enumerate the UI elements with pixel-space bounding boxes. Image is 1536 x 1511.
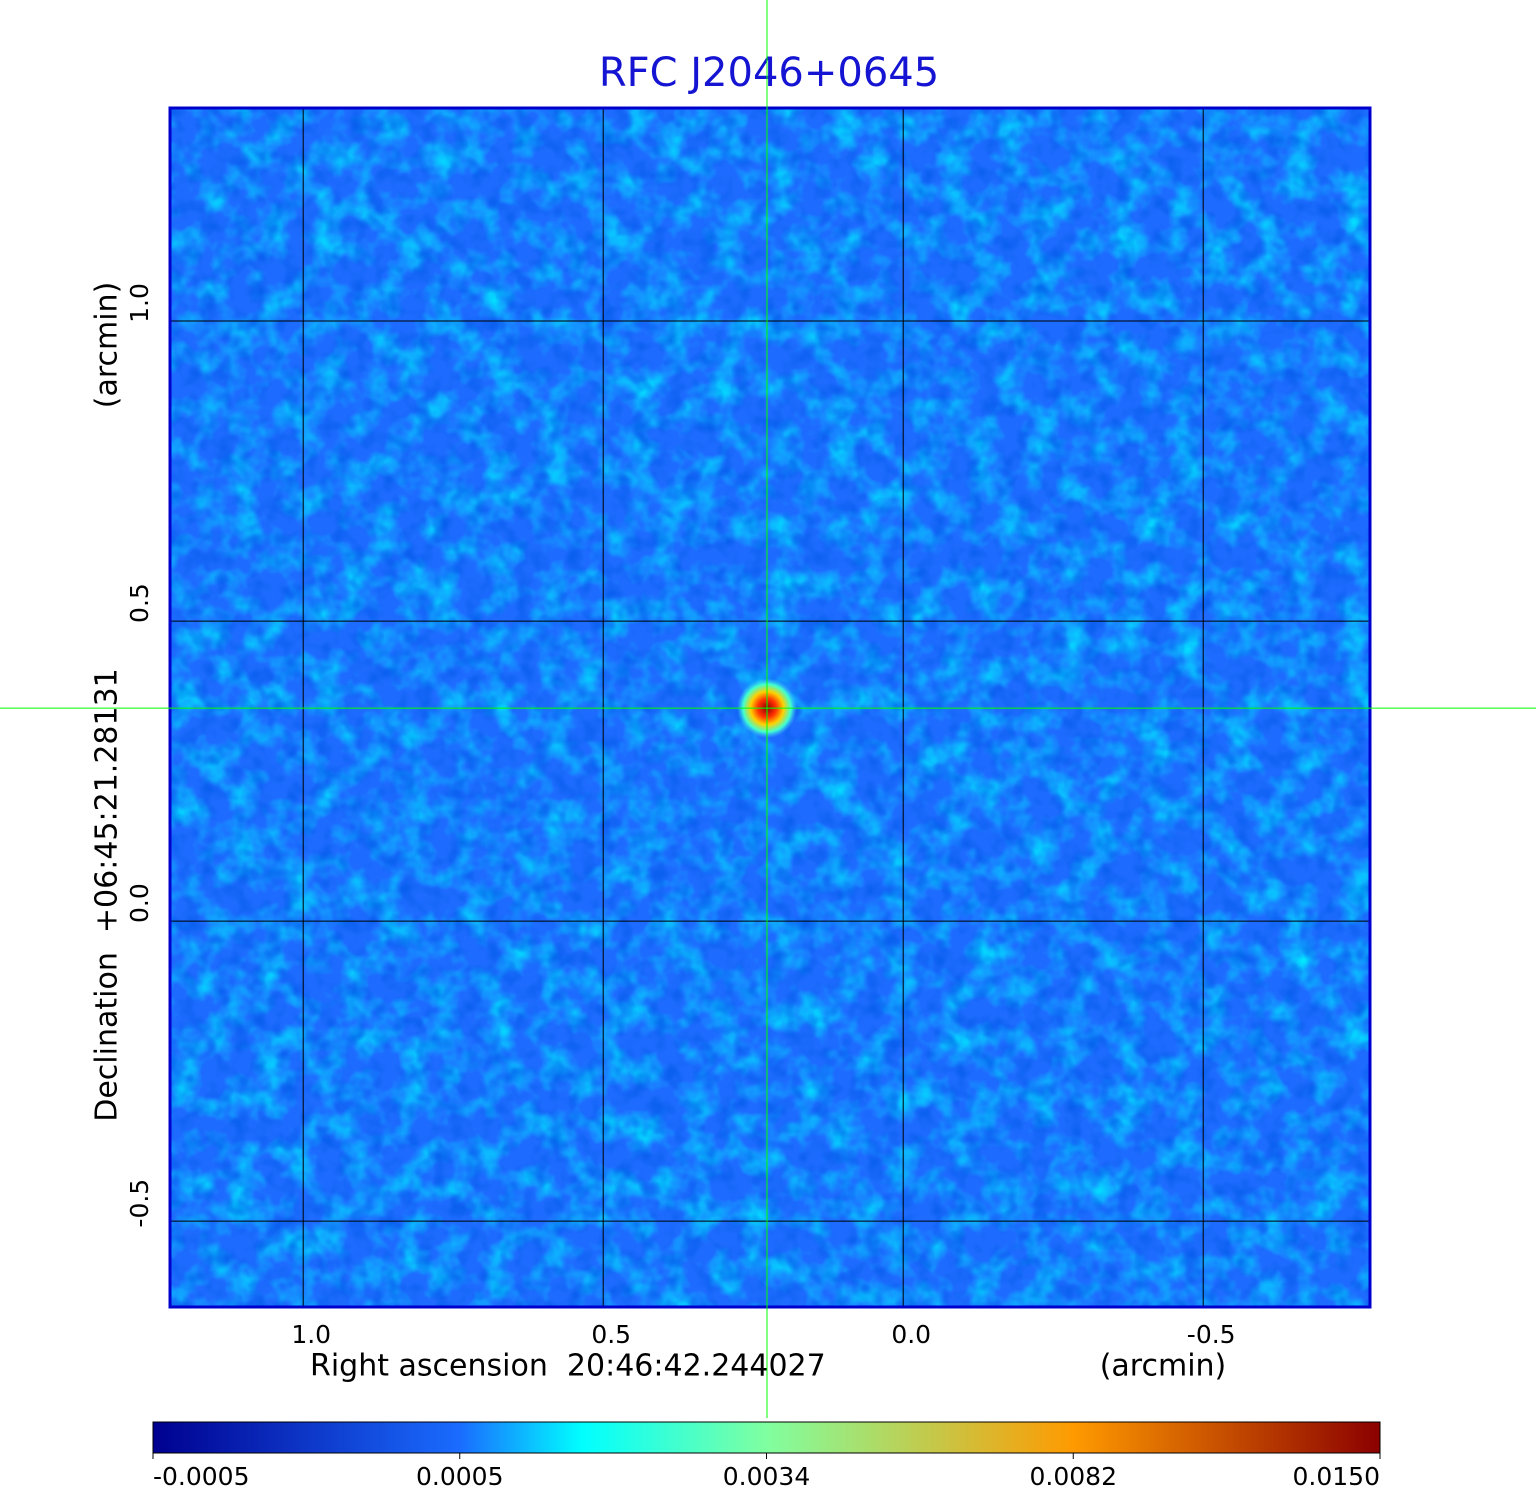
colorbar-tick-label: 0.0150 bbox=[1293, 1462, 1380, 1491]
x-tick-label: 0.0 bbox=[891, 1320, 931, 1349]
colorbar-tick-label: 0.0034 bbox=[723, 1462, 810, 1491]
x-tick-label: 0.5 bbox=[591, 1320, 631, 1349]
colorbar-tick-label: 0.0005 bbox=[416, 1462, 503, 1491]
colorbar bbox=[152, 1421, 1381, 1454]
chart-title: RFC J2046+0645 bbox=[599, 50, 939, 96]
colorbar-tick-label: -0.0005 bbox=[153, 1462, 250, 1491]
x-tick-label: -0.5 bbox=[1187, 1320, 1236, 1349]
y-axis-unit: (arcmin) bbox=[90, 282, 125, 409]
x-tick-label: 1.0 bbox=[291, 1320, 331, 1349]
y-tick-label: 0.0 bbox=[125, 883, 154, 923]
colorbar-tick-label: 0.0082 bbox=[1030, 1462, 1117, 1491]
frame bbox=[168, 106, 1372, 1309]
y-axis-label: Declination +06:45:21.28131 bbox=[90, 668, 125, 1122]
y-tick-label: -0.5 bbox=[125, 1179, 154, 1228]
y-tick-label: 0.5 bbox=[125, 583, 154, 623]
y-tick-label: 1.0 bbox=[125, 283, 154, 323]
x-axis-unit: (arcmin) bbox=[1100, 1349, 1227, 1384]
x-axis-label: Right ascension 20:46:42.244027 bbox=[310, 1349, 826, 1384]
